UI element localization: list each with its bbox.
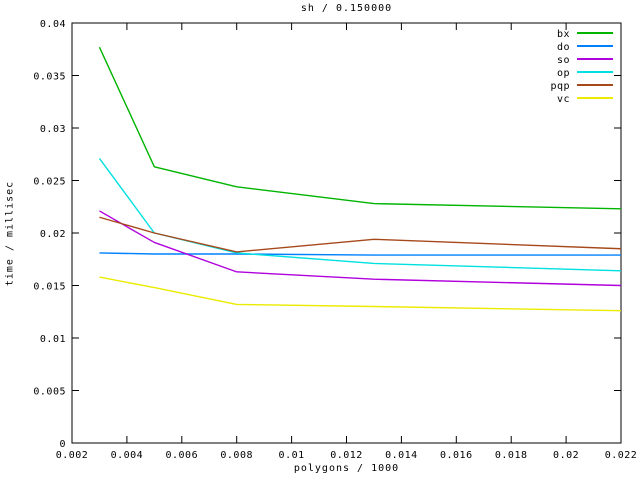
legend-label-bx: bx	[557, 29, 570, 40]
x-tick-label: 0.018	[495, 450, 528, 461]
legend-label-op: op	[557, 68, 570, 79]
chart-title: sh / 0.150000	[300, 3, 393, 14]
legend-label-do: do	[557, 42, 570, 53]
series-line-so	[99, 210, 622, 287]
x-tick-label: 0.02	[553, 450, 579, 461]
x-tick-label: 0.006	[165, 450, 198, 461]
x-tick-label: 0.008	[220, 450, 253, 461]
y-axis-label: time / millisec	[4, 180, 16, 287]
series-line-op	[98, 158, 622, 272]
y-tick-label: 0.02	[40, 229, 66, 240]
y-tick-label: 0	[59, 439, 66, 450]
y-tick-label: 0.035	[33, 72, 66, 83]
y-tick-label: 0.03	[40, 124, 66, 135]
legend-label-vc: vc	[557, 94, 570, 105]
series-line-do	[99, 252, 621, 256]
y-tick-label: 0.015	[33, 282, 66, 293]
series-line-vc	[99, 276, 622, 312]
y-tick-label: 0.04	[40, 19, 66, 30]
x-tick-label: 0.016	[440, 450, 473, 461]
series-line-bx	[98, 46, 622, 210]
x-tick-label: 0.014	[385, 450, 418, 461]
x-axis-label: polygons / 1000	[293, 463, 400, 474]
legend-label-pqp: pqp	[550, 81, 570, 92]
y-tick-label: 0.01	[40, 334, 66, 345]
y-tick-label: 0.025	[33, 177, 66, 188]
y-tick-label: 0.005	[33, 387, 66, 398]
x-tick-label: 0.012	[330, 450, 363, 461]
series-line-pqp	[99, 216, 622, 253]
x-tick-label: 0.022	[605, 450, 638, 461]
x-tick-label: 0.002	[56, 450, 89, 461]
legend-label-so: so	[557, 55, 570, 66]
x-tick-label: 0.004	[111, 450, 144, 461]
x-tick-label: 0.01	[279, 450, 305, 461]
